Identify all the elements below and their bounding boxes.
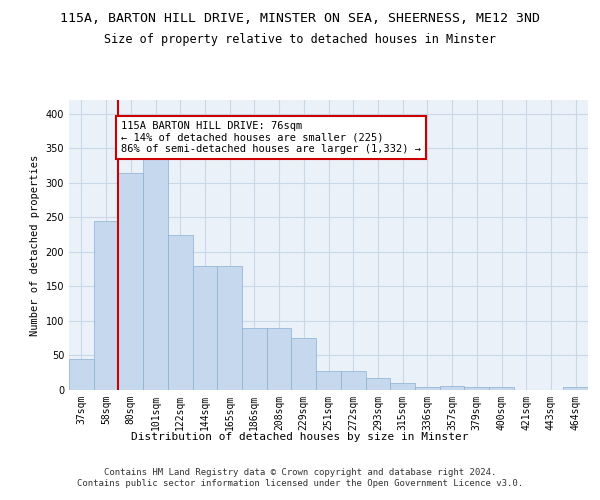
Bar	[168, 234, 193, 390]
Bar	[563, 387, 588, 390]
Bar	[390, 383, 415, 390]
Bar	[143, 158, 168, 390]
Bar	[69, 359, 94, 390]
Bar	[489, 387, 514, 390]
Bar	[316, 372, 341, 390]
Bar	[118, 172, 143, 390]
Bar	[415, 386, 440, 390]
Bar	[365, 378, 390, 390]
Bar	[193, 266, 217, 390]
Bar	[267, 328, 292, 390]
Text: Contains HM Land Registry data © Crown copyright and database right 2024.
Contai: Contains HM Land Registry data © Crown c…	[77, 468, 523, 487]
Bar	[242, 328, 267, 390]
Text: 115A, BARTON HILL DRIVE, MINSTER ON SEA, SHEERNESS, ME12 3ND: 115A, BARTON HILL DRIVE, MINSTER ON SEA,…	[60, 12, 540, 26]
Y-axis label: Number of detached properties: Number of detached properties	[30, 154, 40, 336]
Text: 115A BARTON HILL DRIVE: 76sqm
← 14% of detached houses are smaller (225)
86% of : 115A BARTON HILL DRIVE: 76sqm ← 14% of d…	[121, 120, 421, 154]
Text: Size of property relative to detached houses in Minster: Size of property relative to detached ho…	[104, 32, 496, 46]
Bar	[464, 386, 489, 390]
Bar	[94, 221, 118, 390]
Bar	[217, 266, 242, 390]
Text: Distribution of detached houses by size in Minster: Distribution of detached houses by size …	[131, 432, 469, 442]
Bar	[292, 338, 316, 390]
Bar	[440, 386, 464, 390]
Bar	[341, 372, 365, 390]
